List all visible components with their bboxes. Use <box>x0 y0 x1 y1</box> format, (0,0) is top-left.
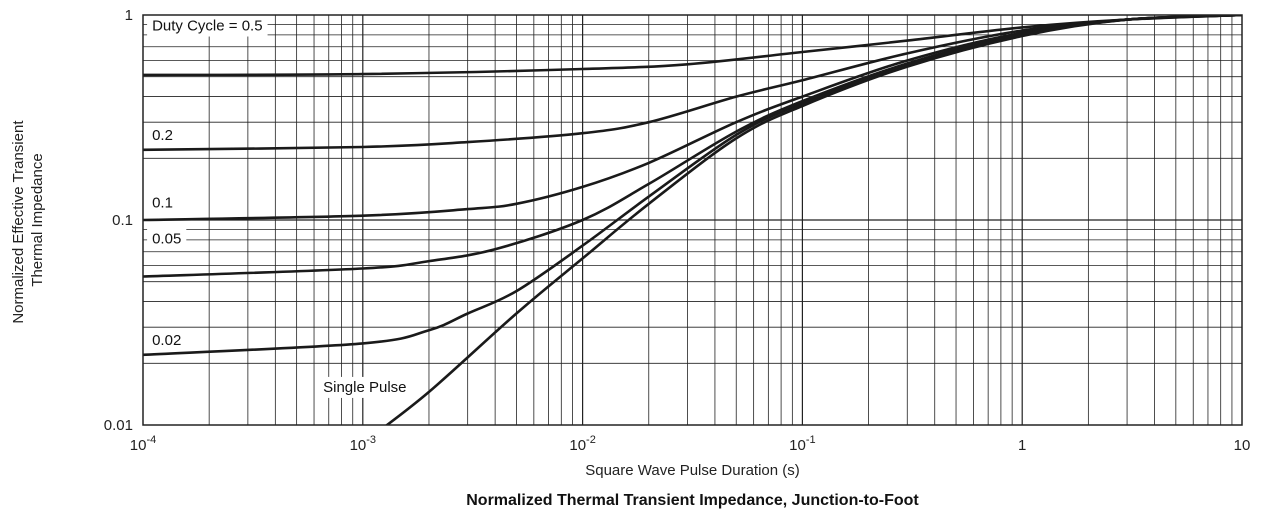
curve-label-bg <box>147 330 187 352</box>
plot-frame <box>142 14 1243 426</box>
curve-label-0: Duty Cycle = 0.5 <box>152 18 262 35</box>
y-tick-labels: 1 0.1 0.01 <box>104 7 133 434</box>
x-axis-title: Square Wave Pulse Duration (s) <box>585 462 800 479</box>
curve-label-4: 0.02 <box>152 332 181 349</box>
y-axis-title: Normalized Effective Transient Thermal I… <box>10 116 46 323</box>
curve-label-bg <box>147 192 178 214</box>
x-tick-label: 10 <box>1234 437 1251 454</box>
curve-label-bg <box>318 376 412 398</box>
series-line-2 <box>143 15 1242 222</box>
x-tick-label: 1 <box>1018 437 1026 454</box>
series-line-5 <box>384 15 1242 425</box>
y-tick-label: 0.01 <box>104 417 133 434</box>
curves <box>143 15 1242 425</box>
curve-label-bg <box>147 228 187 250</box>
x-tick-label: 10-3 <box>350 434 376 454</box>
y-axis-title-line-1: Normalized Effective Transient <box>10 120 27 324</box>
curve-label-bg <box>147 125 178 147</box>
y-axis-title-line-2: Thermal Impedance <box>29 153 46 286</box>
x-tick-label: 10-1 <box>789 434 815 454</box>
grid-lines <box>143 15 1242 425</box>
curve-labels: Duty Cycle = 0.5 0.2 0.1 0.05 0.02 Single Pul… <box>147 15 412 398</box>
chart-title: Normalized Thermal Transient Impedance, … <box>466 492 919 509</box>
y-tick-label: 0.1 <box>112 212 133 229</box>
series-line-3 <box>143 15 1242 278</box>
series-line-4 <box>143 15 1242 357</box>
x-tick-label: 10-2 <box>569 434 595 454</box>
y-tick-label: 1 <box>125 7 133 24</box>
curve-label-1: 0.2 <box>152 127 173 144</box>
curve-label-3: 0.05 <box>152 230 181 247</box>
x-tick-label: 10-4 <box>130 434 156 454</box>
x-tick-labels: 10-4 10-3 10-2 10-1 1 10 <box>130 434 1251 454</box>
curve-label-bg <box>147 15 268 37</box>
curve-label-5: Single Pulse <box>323 379 406 396</box>
curve-label-2: 0.1 <box>152 195 173 212</box>
